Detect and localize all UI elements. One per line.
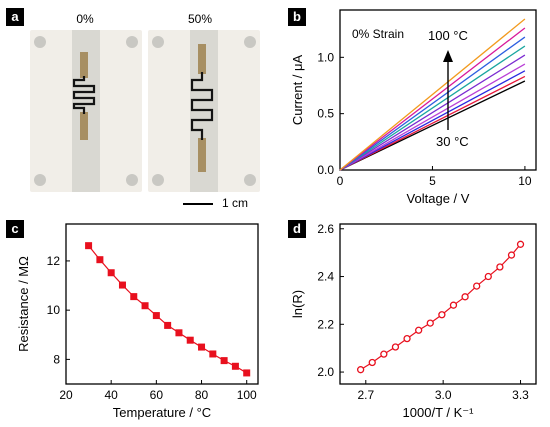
data-point <box>380 350 388 358</box>
photo-label-0: 0% <box>76 12 94 26</box>
annotation-100c: 100 °C <box>428 28 468 43</box>
data-point <box>243 369 251 377</box>
data-point <box>368 358 376 367</box>
data-point <box>507 251 516 259</box>
data-point <box>426 319 434 327</box>
data-point <box>198 343 206 351</box>
series-line-7 <box>339 27 526 171</box>
x-tick-label: 80 <box>195 388 209 402</box>
sample-photo-unstrained <box>30 30 142 192</box>
series-line <box>88 245 248 374</box>
x-tick-label: 3.3 <box>512 388 529 402</box>
data-point <box>516 240 525 248</box>
series-line-6 <box>339 36 526 171</box>
data-point <box>484 272 492 281</box>
x-tick-label: 5 <box>429 174 436 188</box>
data-point <box>473 282 481 290</box>
x-tick-label: 60 <box>150 388 164 402</box>
series-line-2 <box>339 70 526 171</box>
chart-iv-curves: 0 5 10 0.0 0.5 1.0 Voltage / V Current / μA 0% S… <box>290 9 537 206</box>
panel-a-tag: a <box>6 8 24 26</box>
data-point <box>220 357 228 365</box>
y-tick-label: 2.2 <box>317 317 334 331</box>
y-tick-label: 0.5 <box>317 107 334 121</box>
photo-label-50: 50% <box>187 12 213 26</box>
data-point <box>164 321 172 329</box>
annotation-30c: 30 °C <box>436 134 469 149</box>
y-axis-label: ln(R) <box>290 290 305 318</box>
annotation-strain: 0% Strain <box>352 27 404 41</box>
data-point <box>438 311 446 319</box>
series-line-8 <box>339 18 526 171</box>
y-axis-label: Resistance / MΩ <box>16 256 31 352</box>
data-point <box>186 336 194 344</box>
x-axis-label: Voltage / V <box>407 191 470 206</box>
plot-frame <box>339 9 537 171</box>
sample-photo-strained <box>148 30 260 192</box>
data-point <box>141 302 149 310</box>
x-tick-label: 2.7 <box>357 388 374 402</box>
series-line-4 <box>339 54 526 171</box>
plot-frame <box>339 223 537 385</box>
data-point <box>231 362 239 370</box>
panel-d-tag: d <box>288 220 306 238</box>
arrow-head <box>443 50 453 62</box>
x-tick-label: 20 <box>59 388 73 402</box>
scale-bar <box>183 203 213 205</box>
x-tick-label: 3.0 <box>435 388 452 402</box>
data-point <box>152 312 160 320</box>
y-tick-label: 1.0 <box>317 50 334 64</box>
data-point <box>449 301 458 309</box>
x-tick-label: 0 <box>337 174 344 188</box>
data-point <box>96 256 104 264</box>
data-point <box>85 242 93 250</box>
data-point <box>209 350 217 358</box>
series-line-0 <box>339 80 526 171</box>
data-point <box>107 269 115 277</box>
data-point <box>403 334 411 343</box>
x-tick-label: 100 <box>237 388 257 402</box>
x-axis-label: Temperature / °C <box>113 405 211 420</box>
plot-frame <box>65 223 259 385</box>
data-point <box>461 293 469 301</box>
data-point <box>175 329 183 337</box>
y-tick-label: 2.6 <box>317 222 334 236</box>
panel-c-tag: c <box>6 220 24 238</box>
series-line-5 <box>339 45 526 171</box>
y-tick-label: 2.4 <box>317 270 334 284</box>
y-tick-label: 10 <box>47 303 61 317</box>
data-point <box>356 366 365 374</box>
y-tick-label: 8 <box>53 352 60 366</box>
y-tick-label: 0.0 <box>317 163 334 177</box>
data-point <box>496 263 504 271</box>
data-point <box>118 281 126 289</box>
series-line-3 <box>339 63 526 171</box>
series-line-1 <box>339 75 526 171</box>
x-axis-label: 1000/T / K⁻¹ <box>403 405 475 420</box>
data-point <box>415 326 423 334</box>
chart-arrhenius: 2.7 3.0 3.3 2.0 2.2 2.4 2.6 1000/T / K⁻¹ ln(R) <box>290 222 537 420</box>
data-point <box>130 293 138 301</box>
x-tick-label: 40 <box>104 388 118 402</box>
y-axis-label: Current / μA <box>290 55 305 126</box>
x-tick-label: 10 <box>518 174 532 188</box>
data-point <box>391 343 400 351</box>
y-tick-label: 12 <box>47 254 61 268</box>
scale-bar-label: 1 cm <box>222 196 249 210</box>
chart-resistance-temperature: 20 40 60 80 100 8 10 12 Temperature / °C Resistan… <box>16 223 259 420</box>
panel-b-tag: b <box>288 8 306 26</box>
y-tick-label: 2.0 <box>317 365 334 379</box>
